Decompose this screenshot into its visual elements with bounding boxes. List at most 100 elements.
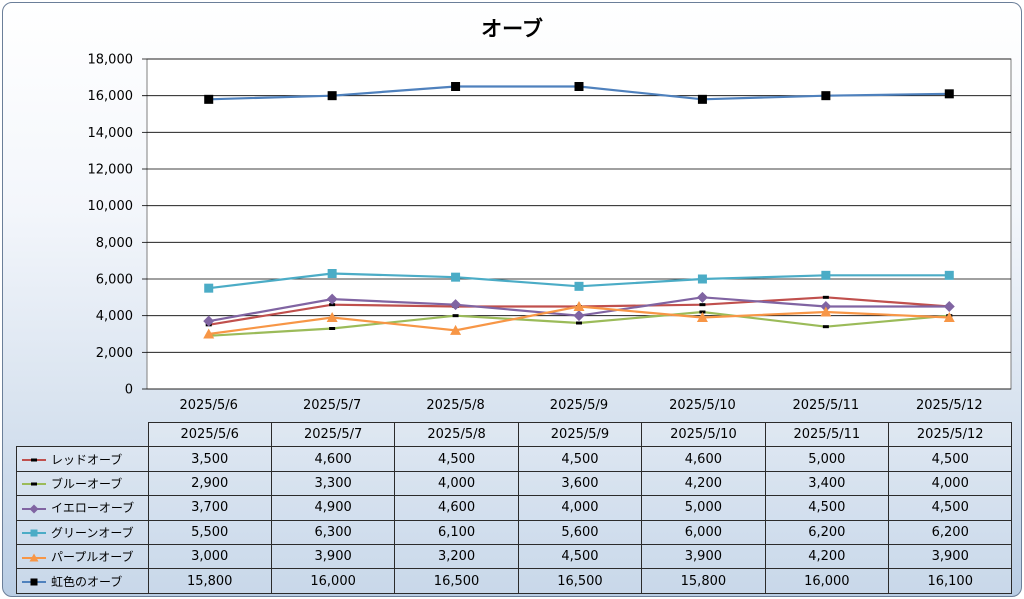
- table-column-header: 2025/5/12: [888, 421, 1013, 448]
- legend-label: レッドオーブ: [51, 452, 123, 467]
- data-label: 4,000: [517, 495, 643, 521]
- data-label: 3,300: [270, 470, 396, 497]
- legend-entry: ブルーオーブ: [16, 470, 149, 497]
- data-label: 3,500: [147, 446, 272, 472]
- table-row: イエローオーブ 3,700 4,900 4,600 4,000 5,000 4,500 4,5…: [16, 495, 1013, 521]
- y-tick-label: 10,000: [88, 199, 134, 214]
- legend-swatch: [22, 482, 46, 486]
- data-point: [29, 553, 39, 562]
- data-label: 4,900: [270, 495, 396, 521]
- data-label: 4,500: [517, 446, 643, 472]
- data-label: 4,500: [394, 446, 519, 472]
- legend-swatch: [22, 553, 46, 562]
- table-column-header: 2025/5/6: [147, 421, 272, 448]
- table-column-header: 2025/5/11: [764, 421, 890, 448]
- data-label: 16,000: [764, 568, 890, 594]
- data-point: [699, 303, 706, 307]
- data-point: [31, 482, 37, 486]
- data-label: 6,000: [641, 519, 766, 545]
- data-point: [450, 299, 462, 311]
- y-tick-label: 0: [125, 383, 133, 398]
- legend-label: 虹色のオーブ: [51, 574, 123, 589]
- plot-background: [146, 58, 1012, 390]
- data-label: 4,000: [888, 470, 1013, 497]
- legend-swatch: [22, 529, 46, 537]
- data-point: [820, 306, 832, 317]
- data-point: [821, 270, 831, 280]
- data-label: 6,200: [888, 519, 1013, 545]
- data-label: 4,000: [394, 470, 519, 497]
- data-point: [450, 324, 462, 335]
- data-label: 3,900: [641, 543, 766, 570]
- legend-label: イエローオーブ: [51, 501, 135, 516]
- y-tick-label: 14,000: [88, 126, 134, 141]
- data-label: 4,600: [394, 495, 519, 521]
- data-point: [326, 293, 338, 305]
- legend-entry: レッドオーブ: [16, 446, 149, 472]
- data-point: [944, 89, 954, 99]
- x-tick-label: 2025/5/10: [669, 398, 736, 413]
- data-point: [822, 295, 829, 299]
- legend-swatch: [22, 504, 46, 514]
- data-point: [697, 274, 707, 284]
- data-point: [821, 91, 831, 101]
- legend-entry: 虹色のオーブ: [16, 568, 149, 594]
- data-label: 4,500: [764, 495, 890, 521]
- data-label: 4,200: [764, 543, 890, 570]
- legend-swatch: [22, 458, 46, 462]
- table-column-header: 2025/5/7: [270, 421, 396, 448]
- data-point: [822, 325, 829, 329]
- data-label: 16,100: [888, 568, 1013, 594]
- data-point: [326, 312, 338, 322]
- legend-label: グリーンオーブ: [51, 525, 134, 540]
- data-point: [451, 82, 461, 91]
- y-tick-label: 6,000: [96, 273, 133, 288]
- table-column-header: 2025/5/10: [641, 421, 766, 448]
- table-row: パープルオーブ 3,000 3,900 3,200 4,500 3,900 4,200 3,9…: [16, 543, 1013, 570]
- x-tick-label: 2025/5/11: [793, 398, 860, 413]
- y-tick-label: 16,000: [88, 89, 134, 104]
- y-tick-label: 4,000: [96, 309, 133, 324]
- data-point: [30, 578, 38, 586]
- data-point: [30, 529, 38, 537]
- table-row: グリーンオーブ 5,500 6,300 6,100 5,600 6,000 6,200 6,2…: [16, 519, 1013, 545]
- data-label: 16,500: [394, 568, 519, 594]
- legend-entry: イエローオーブ: [16, 495, 149, 521]
- data-point: [943, 312, 955, 322]
- data-point: [697, 94, 707, 104]
- legend-entry: グリーンオーブ: [16, 519, 149, 545]
- data-label: 3,900: [270, 543, 396, 570]
- table-column-header: 2025/5/9: [517, 421, 643, 448]
- data-label: 4,600: [641, 446, 766, 472]
- data-label: 4,500: [517, 543, 643, 570]
- data-label: 3,400: [764, 470, 890, 497]
- table-row: レッドオーブ 3,500 4,600 4,500 4,500 4,600 5,000 4,50…: [16, 446, 1013, 472]
- y-tick-label: 8,000: [96, 236, 133, 251]
- y-tick-label: 12,000: [88, 163, 134, 178]
- table-row: ブルーオーブ 2,900 3,300 4,000 3,600 4,200 3,400 4,00…: [16, 470, 1013, 497]
- data-point: [576, 321, 582, 325]
- plot-area: 0 2,000 4,000 6,000 8,000 10,000 12,000 14,000 1…: [88, 53, 1012, 413]
- data-point: [204, 283, 214, 293]
- data-point: [943, 301, 955, 312]
- data-label: 3,700: [147, 495, 272, 521]
- table-column-header: 2025/5/8: [394, 421, 519, 448]
- data-label: 4,500: [888, 495, 1013, 521]
- x-tick-label: 2025/5/8: [426, 398, 484, 413]
- legend-label: ブルーオーブ: [51, 476, 123, 491]
- legend-entry: パープルオーブ: [16, 543, 149, 570]
- legend-swatch: [22, 578, 46, 586]
- data-label: 16,500: [517, 568, 643, 594]
- x-tick-label: 2025/5/6: [180, 398, 238, 413]
- y-tick-label: 2,000: [96, 346, 133, 361]
- data-label: 5,600: [517, 519, 643, 545]
- data-point: [573, 310, 585, 322]
- data-label: 3,200: [394, 543, 519, 570]
- table-corner: [17, 423, 149, 447]
- table-row: 虹色のオーブ 15,800 16,000 16,500 16,500 15,800 16,0…: [16, 568, 1013, 594]
- data-label: 5,000: [764, 446, 890, 472]
- data-label: 6,100: [394, 519, 519, 545]
- data-point: [696, 312, 708, 322]
- y-tick-label: 18,000: [88, 53, 134, 68]
